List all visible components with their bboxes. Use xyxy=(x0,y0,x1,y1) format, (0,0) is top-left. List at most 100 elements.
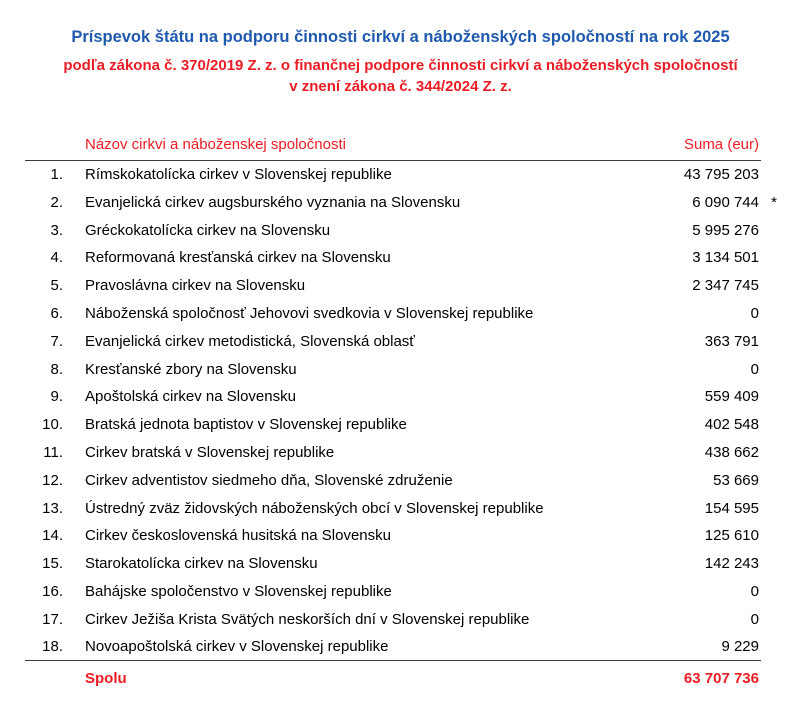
row-note xyxy=(761,522,777,550)
column-header-sum: Suma (eur) xyxy=(661,134,761,162)
table-row: 1. Rímskokatolícka cirkev v Slovenskej re… xyxy=(25,161,777,189)
row-note: * xyxy=(771,193,777,211)
column-header-name: Názov cirkvi a náboženskej spoločnosti xyxy=(63,134,661,162)
row-number: 16. xyxy=(42,582,63,600)
document-title: Príspevok štátu na podporu činnosti cirk… xyxy=(71,28,730,46)
table-row: 8. Kresťanské zbory na Slovensku 0 xyxy=(25,355,777,383)
document-header: Príspevok štátu na podporu činnosti cirk… xyxy=(0,0,801,98)
row-name: Náboženská spoločnosť Jehovovi svedkovia… xyxy=(85,305,534,322)
row-number: 10. xyxy=(42,416,63,434)
row-note xyxy=(761,578,777,606)
contributions-table: Názov cirkvi a náboženskej spoločnosti S… xyxy=(25,134,777,695)
row-sum: 2 347 745 xyxy=(692,277,759,295)
row-name: Cirkev bratská v Slovenskej republike xyxy=(85,443,335,461)
row-sum: 0 xyxy=(750,360,759,378)
table-footer: Spolu 63 707 736 xyxy=(25,660,777,695)
table-row: 2. Evanjelická cirkev augsburského vyznan… xyxy=(25,188,777,216)
document-subtitle-line2: v znení zákona č. 344/2024 Z. z. xyxy=(289,78,512,96)
row-number: 2. xyxy=(50,193,63,211)
row-name: Novoapoštolská cirkev v Slovenskej repub… xyxy=(85,638,389,656)
row-name: Bratská jednota baptistov v Slovenskej r… xyxy=(85,416,407,434)
row-number: 14. xyxy=(42,527,63,545)
row-number: 15. xyxy=(42,555,63,573)
row-sum: 9 229 xyxy=(721,638,759,656)
row-sum: 5 995 276 xyxy=(692,221,759,239)
table-row: 18. Novoapoštolská cirkev v Slovenskej re… xyxy=(25,633,777,661)
table-row: 11. Cirkev bratská v Slovenskej republike… xyxy=(25,439,777,467)
row-number: 12. xyxy=(42,471,63,489)
row-note xyxy=(761,300,777,328)
row-number: 18. xyxy=(42,638,63,656)
row-sum: 154 595 xyxy=(704,499,759,517)
row-sum: 559 409 xyxy=(704,388,759,406)
row-note xyxy=(761,272,777,300)
row-note xyxy=(761,466,777,494)
table-row: 17. Cirkev Ježiša Krista Svätých neskorší… xyxy=(25,605,777,633)
column-header-number xyxy=(25,134,63,162)
row-number: 9. xyxy=(50,388,63,406)
table-row: 13. Ústredný zväz židovských náboženských… xyxy=(25,494,777,522)
row-sum: 6 090 744 xyxy=(692,193,759,211)
row-name: Reformovaná kresťanská cirkev na Slovens… xyxy=(85,249,391,267)
table-header: Názov cirkvi a náboženskej spoločnosti S… xyxy=(25,134,777,162)
row-sum: 0 xyxy=(750,610,759,628)
row-note xyxy=(761,633,777,661)
row-note xyxy=(761,411,777,439)
column-header-note xyxy=(761,134,777,161)
row-sum: 142 243 xyxy=(704,555,759,573)
table-row: 6. Náboženská spoločnosť Jehovovi svedkov… xyxy=(25,300,777,328)
total-label: Spolu xyxy=(63,660,661,695)
row-sum: 125 610 xyxy=(704,527,759,545)
row-number: 7. xyxy=(50,332,63,350)
row-sum: 53 669 xyxy=(713,471,759,489)
row-note xyxy=(761,383,777,411)
row-name: Cirkev československá husitská na Sloven… xyxy=(85,527,391,545)
row-name: Cirkev Ježiša Krista Svätých neskorších … xyxy=(85,610,530,628)
row-note xyxy=(761,355,777,383)
table-row: 10. Bratská jednota baptistov v Slovenske… xyxy=(25,411,777,439)
row-number: 13. xyxy=(42,499,63,517)
row-name: Bahájske spoločenstvo v Slovenskej repub… xyxy=(85,582,392,600)
row-note xyxy=(761,550,777,578)
row-number: 4. xyxy=(50,249,63,267)
row-sum: 0 xyxy=(750,582,759,600)
table-row: 7. Evanjelická cirkev metodistická, Slove… xyxy=(25,327,777,355)
table-row: 9. Apoštolská cirkev na Slovensku 559 409 xyxy=(25,383,777,411)
row-note xyxy=(761,161,777,189)
table-row: 5. Pravoslávna cirkev na Slovensku 2 347 7… xyxy=(25,272,777,300)
row-note xyxy=(761,605,777,633)
document-subtitle-line1: podľa zákona č. 370/2019 Z. z. o finančn… xyxy=(63,56,738,74)
row-sum: 43 795 203 xyxy=(683,166,759,184)
row-number: 3. xyxy=(50,221,63,239)
table-body: 1. Rímskokatolícka cirkev v Slovenskej re… xyxy=(25,161,777,661)
row-name: Kresťanské zbory na Slovensku xyxy=(85,360,297,378)
row-number: 6. xyxy=(50,305,63,322)
total-row-number-cell xyxy=(25,660,63,695)
table-header-row: Názov cirkvi a náboženskej spoločnosti S… xyxy=(25,134,777,162)
row-sum: 363 791 xyxy=(704,332,759,350)
total-row: Spolu 63 707 736 xyxy=(25,660,777,695)
row-name: Starokatolícka cirkev na Slovensku xyxy=(85,555,318,573)
row-name: Cirkev adventistov siedmeho dňa, Slovens… xyxy=(85,471,453,489)
row-number: 17. xyxy=(42,610,63,628)
row-name: Pravoslávna cirkev na Slovensku xyxy=(85,277,306,295)
table-row: 16. Bahájske spoločenstvo v Slovenskej re… xyxy=(25,578,777,606)
row-name: Evanjelická cirkev metodistická, Slovens… xyxy=(85,332,415,350)
row-number: 5. xyxy=(50,277,63,295)
total-sum: 63 707 736 xyxy=(661,660,761,695)
row-sum: 0 xyxy=(750,305,759,322)
table-row: 15. Starokatolícka cirkev na Slovensku 142… xyxy=(25,550,777,578)
row-sum: 438 662 xyxy=(704,443,759,461)
row-name: Evanjelická cirkev augsburského vyznania… xyxy=(85,193,461,211)
row-note xyxy=(761,494,777,522)
row-name: Ústredný zväz židovských náboženských ob… xyxy=(85,499,544,517)
row-name: Gréckokatolícka cirkev na Slovensku xyxy=(85,221,331,239)
row-number: 8. xyxy=(50,360,63,378)
total-note-cell xyxy=(761,661,777,695)
row-number: 11. xyxy=(43,443,63,461)
row-sum: 3 134 501 xyxy=(692,249,759,267)
row-sum: 402 548 xyxy=(704,416,759,434)
row-note xyxy=(761,327,777,355)
row-note xyxy=(761,216,777,244)
table-row: 3. Gréckokatolícka cirkev na Slovensku 5 9… xyxy=(25,216,777,244)
